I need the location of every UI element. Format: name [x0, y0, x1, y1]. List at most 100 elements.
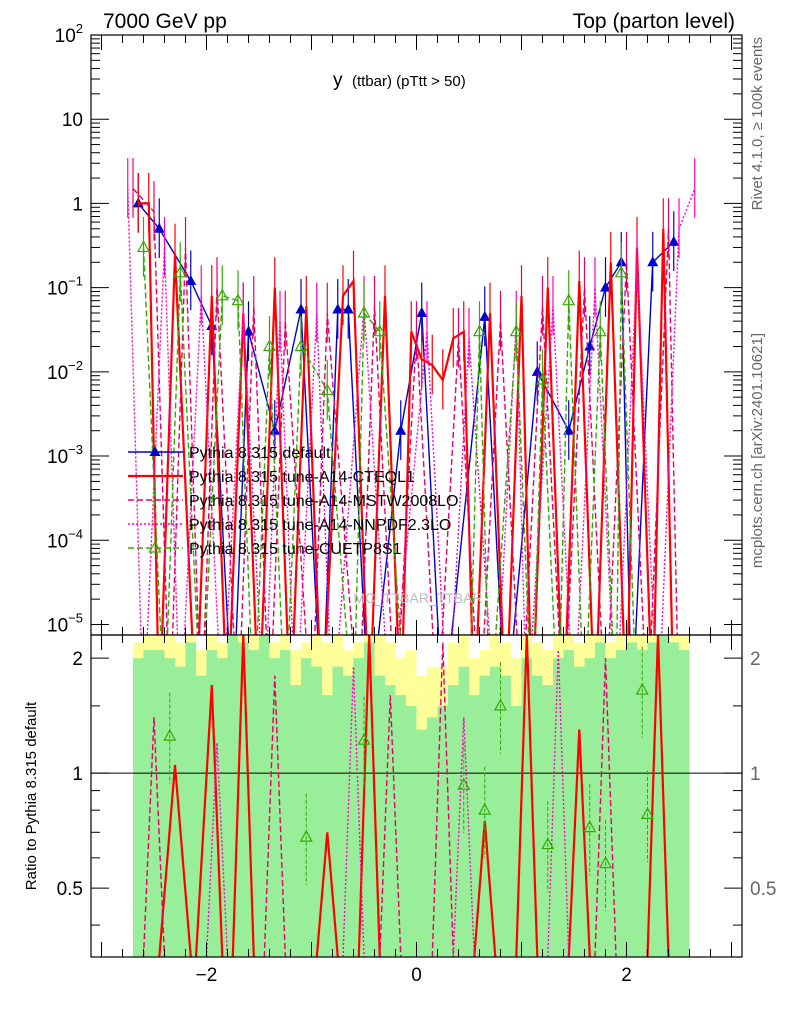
- main-y-tick-exponent: −2: [68, 358, 83, 373]
- ratio-marker-4: [478, 802, 492, 815]
- series-marker-4: [593, 324, 607, 337]
- series-marker-4: [173, 265, 187, 278]
- legend-label-2: Pythia 8.315 tune-A14-MSTW2008LO: [189, 493, 458, 510]
- main-y-tick-base: 10: [55, 26, 76, 47]
- ratio-band-green: [584, 658, 595, 957]
- ratio-marker-4: [640, 807, 655, 819]
- main-y-tick-base: 10: [47, 531, 68, 552]
- main-y-tick-exponent: −1: [68, 274, 83, 289]
- series-marker-4: [136, 240, 151, 253]
- plot-title: y (ttbar) (pTtt > 50): [333, 70, 466, 91]
- ratio-series-line-3: [205, 742, 229, 957]
- series-marker-0: [395, 424, 407, 435]
- series-marker-4: [614, 265, 628, 278]
- main-y-tick-label: 10−5: [47, 610, 83, 636]
- ratio-band-green: [448, 685, 459, 957]
- ratio-band-green: [458, 666, 469, 957]
- ratio-band-green: [637, 650, 648, 957]
- series-marker-0: [153, 222, 165, 233]
- series-marker-4: [472, 324, 487, 337]
- ratio-series-line-1: [315, 832, 339, 957]
- ratio-y-axis-title: Ratio to Pythia 8.315 default: [23, 701, 40, 890]
- ratio-marker-4: [457, 777, 471, 790]
- ratio-marker-4: [635, 682, 649, 695]
- main-y-tick-label: 10−4: [47, 526, 83, 552]
- ratio-band-green: [385, 685, 396, 957]
- ratio-series-line-1: [646, 635, 670, 957]
- series-marker-0: [600, 281, 611, 292]
- series-marker-4: [215, 288, 229, 301]
- series-marker-4: [373, 324, 387, 337]
- main-y-tick-label: 10−3: [47, 442, 83, 468]
- ratio-band-green: [532, 675, 543, 957]
- ratio-band-green: [616, 650, 627, 957]
- legend: Pythia 8.315 default Pythia 8.315 tune-A1…: [128, 445, 458, 558]
- series-marker-4: [562, 293, 576, 306]
- ratio-band-green: [605, 658, 616, 957]
- plot-title-main: y: [333, 70, 343, 91]
- ratio-y-tick-label-right: 0.5: [750, 879, 776, 900]
- ratio-band-green: [679, 650, 690, 957]
- main-y-tick-label: 10−2: [47, 358, 83, 384]
- ratio-band-green: [490, 666, 501, 957]
- legend-label-3: Pythia 8.315 tune-A14-NNPDF2.3LO: [189, 517, 451, 534]
- main-y-tick-exponent: −4: [68, 526, 83, 541]
- ratio-marker-4: [583, 820, 597, 833]
- ratio-band-green: [406, 705, 417, 957]
- ratio-series-line-1: [231, 635, 255, 957]
- ratio-band-green: [248, 650, 259, 957]
- legend-label-0: Pythia 8.315 default: [189, 445, 331, 462]
- ratio-marker-4: [493, 698, 508, 711]
- ratio-band-green: [217, 658, 228, 957]
- series-marker-0: [332, 303, 344, 314]
- legend-marker-0: [149, 446, 161, 456]
- mcplots-credit-label: mcplots.cern.ch [arXiv:2401.10621]: [749, 333, 766, 568]
- ratio-y-tick-label: 2: [72, 649, 83, 670]
- legend-label-4: Pythia 8.315 tune-CUETP8S1: [189, 541, 402, 558]
- ratio-band-green: [511, 705, 522, 957]
- ratio-band-green: [364, 642, 375, 957]
- series-marker-0: [269, 424, 281, 435]
- ratio-series-line-3: [342, 666, 365, 957]
- analysis-watermark: MC_TTBAR_TTBAR: [353, 590, 482, 606]
- main-y-tick-exponent: −5: [68, 610, 83, 625]
- ratio-marker-4: [299, 829, 313, 842]
- ratio-series-line-1: [194, 685, 224, 957]
- series-marker-0: [531, 365, 543, 376]
- main-series-layer: [127, 158, 696, 635]
- ratio-band-green: [427, 717, 438, 957]
- ratio-band-green: [196, 675, 207, 957]
- series-marker-0: [185, 274, 197, 285]
- plot-title-sub: (ttbar) (pTtt > 50): [352, 73, 466, 90]
- x-tick-label: 0: [411, 965, 422, 986]
- ratio-y-axis: 2 2 1 1 0.5 0.5: [57, 649, 776, 926]
- ratio-marker-4: [357, 732, 371, 745]
- series-marker-4: [294, 339, 308, 352]
- ratio-band-green: [143, 650, 154, 957]
- main-y-tick-base: 10: [47, 615, 68, 636]
- main-y-tick-base: 10: [47, 279, 68, 300]
- ratio-band-green: [259, 635, 270, 957]
- process-label: Top (parton level): [573, 10, 735, 33]
- ratio-band-green: [574, 666, 585, 957]
- legend-label-1: Pythia 8.315 tune-A14-CTEQL1: [189, 469, 415, 486]
- ratio-band-green: [311, 666, 322, 957]
- ratio-band-green: [290, 685, 301, 957]
- ratio-band-green: [238, 642, 249, 957]
- main-y-tick-base: 10: [47, 363, 68, 384]
- ratio-band-green: [206, 650, 217, 957]
- ratio-band-green: [626, 642, 637, 957]
- series-marker-0: [584, 340, 596, 351]
- main-y-tick-label: 10: [62, 110, 83, 131]
- series-marker-4: [320, 383, 334, 396]
- ratio-band-green: [374, 675, 385, 957]
- ratio-band-green: [332, 666, 343, 957]
- series-marker-4: [357, 305, 371, 318]
- series-marker-0: [243, 325, 254, 336]
- series-marker-0: [295, 303, 307, 314]
- ratio-band-green: [322, 695, 333, 957]
- ratio-band-green: [500, 675, 511, 957]
- x-tick-label: 2: [621, 965, 632, 986]
- ratio-series-line-1: [515, 635, 539, 957]
- series-marker-0: [479, 310, 491, 321]
